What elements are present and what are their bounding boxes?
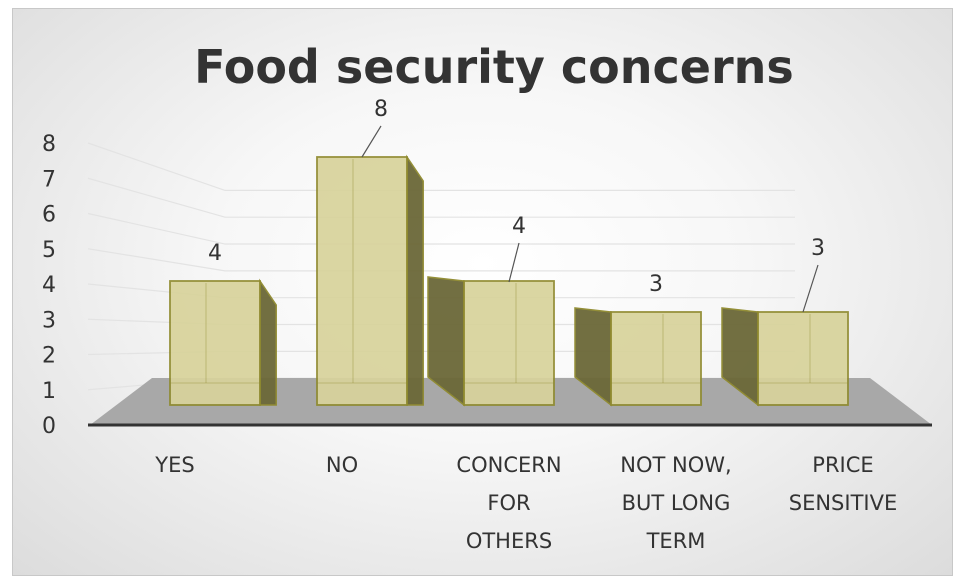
category-label: NO	[326, 453, 358, 477]
category-label: CONCERN FOR OTHERS	[456, 453, 561, 553]
data-label: 8	[374, 97, 388, 122]
data-labels: 4 8 4 3 3	[208, 97, 825, 313]
bar-side	[406, 154, 424, 406]
data-label: 4	[512, 214, 526, 239]
bar-front	[316, 156, 408, 406]
gridline	[87, 248, 795, 272]
category-label: NOT NOW, BUT LONG TERM	[620, 453, 731, 553]
y-tick-label: 3	[42, 308, 56, 333]
bar-front	[757, 311, 849, 406]
bar	[169, 278, 277, 406]
y-tick-label: 6	[42, 203, 56, 228]
gridline	[87, 177, 795, 218]
y-tick-label: 1	[42, 379, 56, 404]
y-tick-label: 4	[42, 273, 56, 298]
y-tick-label: 0	[42, 414, 56, 439]
chart-title: Food security concerns	[194, 40, 794, 94]
gridline	[87, 142, 795, 191]
bar-front	[169, 280, 261, 406]
bar	[574, 307, 702, 407]
bar	[721, 307, 849, 407]
data-label: 4	[208, 241, 222, 266]
bar-side	[259, 278, 277, 406]
y-tick-label: 7	[42, 167, 56, 192]
y-tick-label: 8	[42, 132, 56, 157]
data-label-leader	[802, 264, 819, 313]
bars	[169, 154, 849, 407]
y-axis-ticks: 0 1 2 3 4 5 6 7 8	[42, 132, 56, 439]
category-label: PRICE SENSITIVE	[789, 453, 898, 515]
bar-front	[610, 311, 702, 406]
bar-front	[463, 280, 555, 406]
data-label: 3	[649, 272, 663, 297]
y-tick-label: 2	[42, 344, 56, 369]
gridline	[87, 212, 795, 245]
data-label-leader	[508, 242, 520, 283]
bar	[427, 276, 555, 407]
category-label: YES	[154, 453, 194, 477]
y-tick-label: 5	[42, 238, 56, 263]
category-labels: YES NO CONCERN FOR OTHERS NOT NOW, BUT LONG TER…	[154, 453, 897, 553]
bar	[316, 154, 424, 406]
data-label: 3	[811, 236, 825, 261]
data-label-leader	[361, 125, 382, 158]
